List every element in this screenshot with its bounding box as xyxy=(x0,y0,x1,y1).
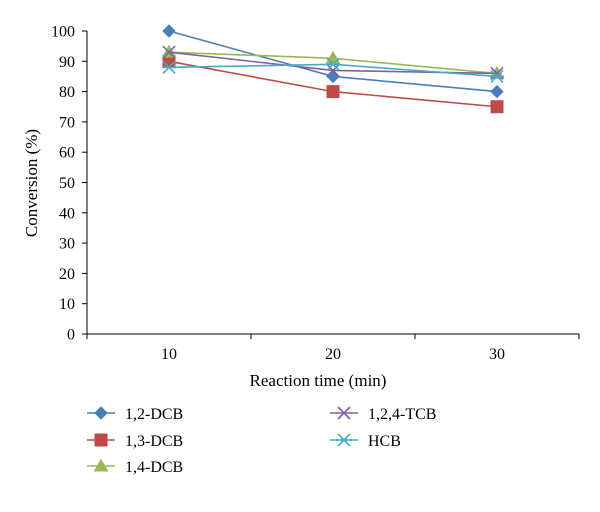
series-hcb xyxy=(162,57,504,84)
data-point xyxy=(326,85,340,99)
legend-marker xyxy=(337,406,351,420)
y-tick-label: 0 xyxy=(67,327,75,344)
y-tick-label: 100 xyxy=(51,24,75,41)
data-point xyxy=(326,63,340,77)
y-tick-label: 30 xyxy=(59,236,75,253)
y-tick-label: 90 xyxy=(59,54,75,71)
data-point xyxy=(490,100,504,114)
legend-marker xyxy=(94,433,108,447)
y-tick-label: 20 xyxy=(59,266,75,283)
y-tick-label: 70 xyxy=(59,114,75,131)
legend-label: HCB xyxy=(368,433,401,450)
y-tick-label: 80 xyxy=(59,84,75,101)
legend-item: 1,2,4-TCB xyxy=(330,406,436,423)
data-point xyxy=(490,84,504,99)
series-1-2-dcb xyxy=(162,24,504,99)
y-tick-label: 40 xyxy=(59,205,75,222)
marker-stroke xyxy=(162,45,176,59)
legend-item: 1,4-DCB xyxy=(87,458,183,476)
data-point xyxy=(162,60,176,74)
data-point xyxy=(326,57,340,71)
legend-marker xyxy=(93,458,109,472)
x-tick-label: 30 xyxy=(489,346,505,363)
data-point xyxy=(326,69,340,84)
marker-stroke xyxy=(337,406,351,420)
legend-label: 1,2-DCB xyxy=(125,406,183,423)
y-axis-title: Conversion (%) xyxy=(22,129,41,237)
legend-label: 1,4-DCB xyxy=(125,459,183,476)
legend-marker xyxy=(94,406,108,420)
legend-item: 1,2-DCB xyxy=(87,406,183,423)
x-axis-title: Reaction time (min) xyxy=(250,371,387,390)
data-point xyxy=(490,69,504,84)
legend-label: 1,2,4-TCB xyxy=(368,406,436,423)
data-point xyxy=(162,24,176,38)
data-point xyxy=(490,66,504,80)
legend-marker xyxy=(337,433,351,447)
legend: 1,2-DCB 1,3-DCB 1,4-DCB 1,2,4-TCB HCB xyxy=(87,406,436,476)
x-tick-label: 20 xyxy=(325,346,341,363)
data-point xyxy=(162,45,176,59)
y-tick-label: 10 xyxy=(59,296,75,313)
marker-stroke xyxy=(490,66,504,80)
y-tick-label: 50 xyxy=(59,175,75,192)
marker-stroke xyxy=(326,63,340,77)
legend-label: 1,3-DCB xyxy=(125,433,183,450)
x-tick-label: 10 xyxy=(161,346,177,363)
y-tick-label: 60 xyxy=(59,145,75,162)
series-lines xyxy=(161,24,505,114)
axes: 0 10 20 30 40 50 60 70 80 90 100 10 20 30 xyxy=(51,24,580,363)
legend-item: HCB xyxy=(330,433,401,450)
legend-item: 1,3-DCB xyxy=(87,433,183,450)
